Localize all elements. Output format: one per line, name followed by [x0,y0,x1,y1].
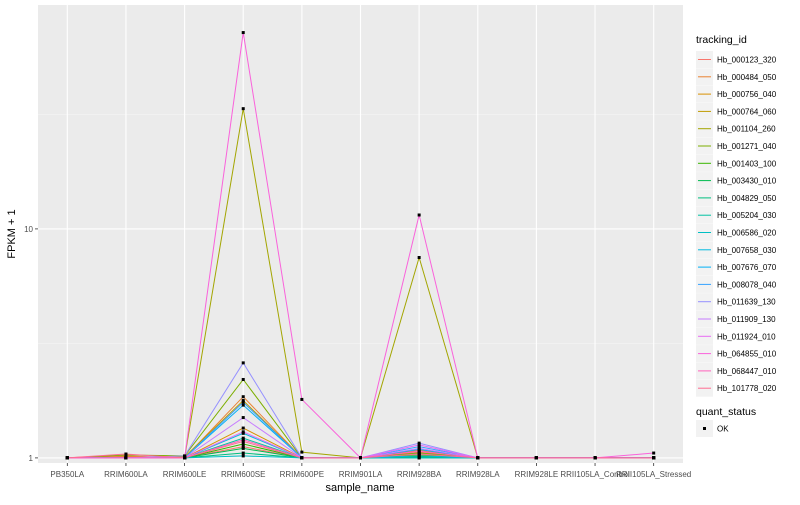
x-tick-label: RRII105LA_Stressed [616,470,691,479]
data-point [241,399,245,403]
data-point [124,456,128,460]
data-point [241,438,245,442]
point-legend-marker [703,427,706,430]
x-tick-label: RRIM600LE [163,470,207,479]
data-point [241,436,245,440]
data-point [241,416,245,420]
data-points [65,31,656,460]
data-point [241,454,245,458]
data-point [300,450,304,454]
point-legend-label: OK [717,425,729,434]
legend-label: Hb_001271_040 [717,142,777,151]
y-axis: 1 10 [24,225,38,463]
legend-label: Hb_003430_010 [717,177,777,186]
data-point [241,107,245,111]
point-legend: quant_status OK [696,406,756,437]
data-point [417,452,421,456]
data-point [417,441,421,445]
data-point [65,456,69,460]
x-tick-label: RRIM928LA [456,470,500,479]
legend-label: Hb_000484_050 [717,73,777,82]
data-point [476,456,480,460]
x-axis-title: sample_name [325,482,394,494]
data-point [417,445,421,449]
x-axis: PB350LA RRIM600LA RRIM600LE RRIM600SE RRIM60… [50,463,691,479]
data-point [652,451,656,455]
legend-label: Hb_008078_040 [717,280,777,289]
data-point [241,442,245,446]
legend-label: Hb_011639_130 [717,298,776,307]
legend-label: Hb_064855_010 [717,350,777,359]
y-axis-title: FPKM + 1 [6,209,18,258]
legend-label: Hb_101778_020 [717,384,777,393]
x-tick-label: RRIM928BA [397,470,442,479]
data-point [359,456,362,460]
legend-label: Hb_007676_070 [717,263,777,272]
data-point [300,456,304,460]
data-point [183,454,187,458]
legend-label: Hb_000764_060 [717,107,777,116]
legend-label: Hb_005204_030 [717,211,777,220]
data-point [417,449,421,453]
x-tick-label: RRIM600SE [221,470,265,479]
legend-title: tracking_id [696,34,747,46]
legend-label: Hb_004829_050 [717,194,777,203]
data-point [417,456,421,460]
legend-label: Hb_000123_320 [717,56,777,65]
data-point [241,400,245,404]
data-point [534,456,538,460]
data-point [241,431,245,435]
data-point [241,377,245,381]
data-point [652,456,656,460]
x-tick-label: RRIM901LA [339,470,383,479]
data-point [241,31,245,35]
data-point [417,443,421,447]
data-point [183,456,187,460]
data-point [241,361,245,365]
legend: tracking_id Hb_000123_320 Hb_000484_050 Hb… [696,34,777,397]
y-tick-label: 1 [29,454,34,463]
data-point [241,439,245,443]
data-point [593,456,597,460]
legend-label: Hb_011909_130 [717,315,776,324]
point-legend-title: quant_status [696,406,756,418]
legend-label: Hb_001403_100 [717,159,777,168]
data-point [241,451,245,455]
data-point [241,395,245,399]
legend-label: Hb_006586_020 [717,229,777,238]
data-point [417,213,421,217]
x-tick-label: RRIM600PE [280,470,324,479]
x-tick-label: RRIM600LA [104,470,148,479]
x-tick-label: PB350LA [50,470,84,479]
data-point [241,426,245,430]
data-point [417,454,421,458]
legend-label: Hb_001104_260 [717,125,776,134]
legend-label: Hb_011924_010 [717,332,776,341]
y-tick-label: 10 [24,225,33,234]
data-point [241,430,245,434]
data-point [241,446,245,450]
data-point [124,452,128,456]
data-point [417,256,421,260]
x-tick-label: RRII105LA_Control [560,470,630,479]
x-tick-label: RRIM928LE [515,470,559,479]
legend-label: Hb_007658_030 [717,246,777,255]
legend-label: Hb_000756_040 [717,90,777,99]
data-point [417,446,421,450]
legend-label: Hb_068447_010 [717,367,777,376]
data-point [241,445,245,449]
data-point [300,397,304,401]
data-point [241,403,245,407]
